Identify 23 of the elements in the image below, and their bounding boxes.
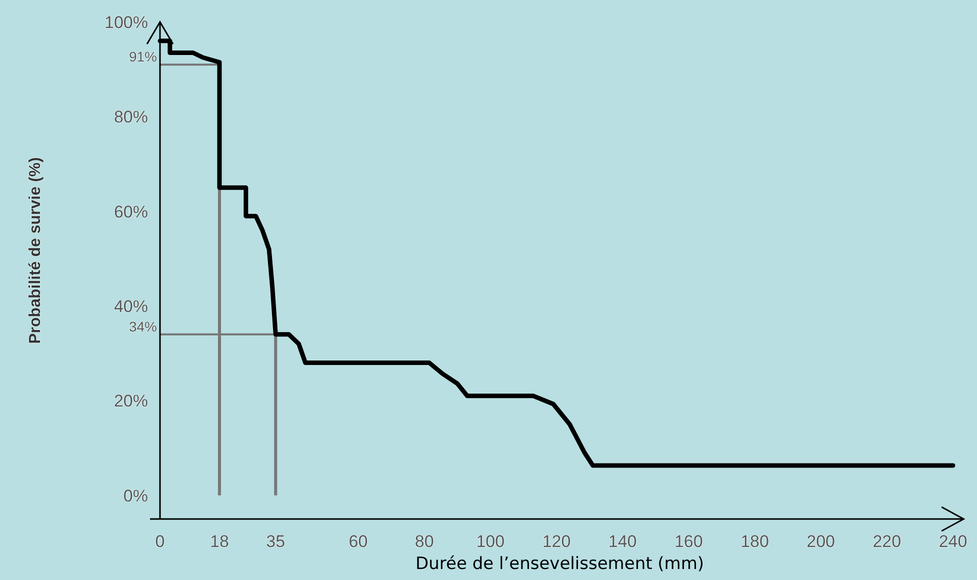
x-tick-label: 0 — [155, 532, 165, 551]
y-tick-label: 100% — [104, 12, 148, 32]
x-tick-label: 60 — [348, 532, 368, 551]
y-tick-label: 40% — [114, 296, 148, 316]
x-tick-label: 35 — [266, 532, 286, 551]
y-tick-label: 20% — [114, 392, 148, 411]
ref-line-label: 34% — [128, 318, 157, 334]
x-tick-label: 160 — [674, 532, 703, 551]
x-tick-label: 120 — [542, 532, 571, 551]
x-tick-label: 100 — [476, 532, 505, 551]
y-tick-label: 80% — [114, 108, 148, 127]
y-axis-title: Probabilité de survie (%) — [27, 157, 44, 344]
x-tick-label: 220 — [872, 532, 902, 551]
y-tick-label: 60% — [114, 202, 148, 222]
x-tick-label: 18 — [210, 532, 229, 551]
x-tick-label: 180 — [740, 532, 769, 551]
y-tick-label: 0% — [123, 486, 148, 506]
x-tick-label: 200 — [806, 532, 836, 551]
x-axis-title: Durée de l’ensevelissement (mm) — [416, 554, 704, 574]
x-tick-label: 80 — [414, 532, 434, 551]
x-tick-label: 240 — [938, 532, 968, 551]
ref-line-label: 91% — [128, 48, 157, 65]
x-tick-label: 140 — [608, 532, 637, 551]
